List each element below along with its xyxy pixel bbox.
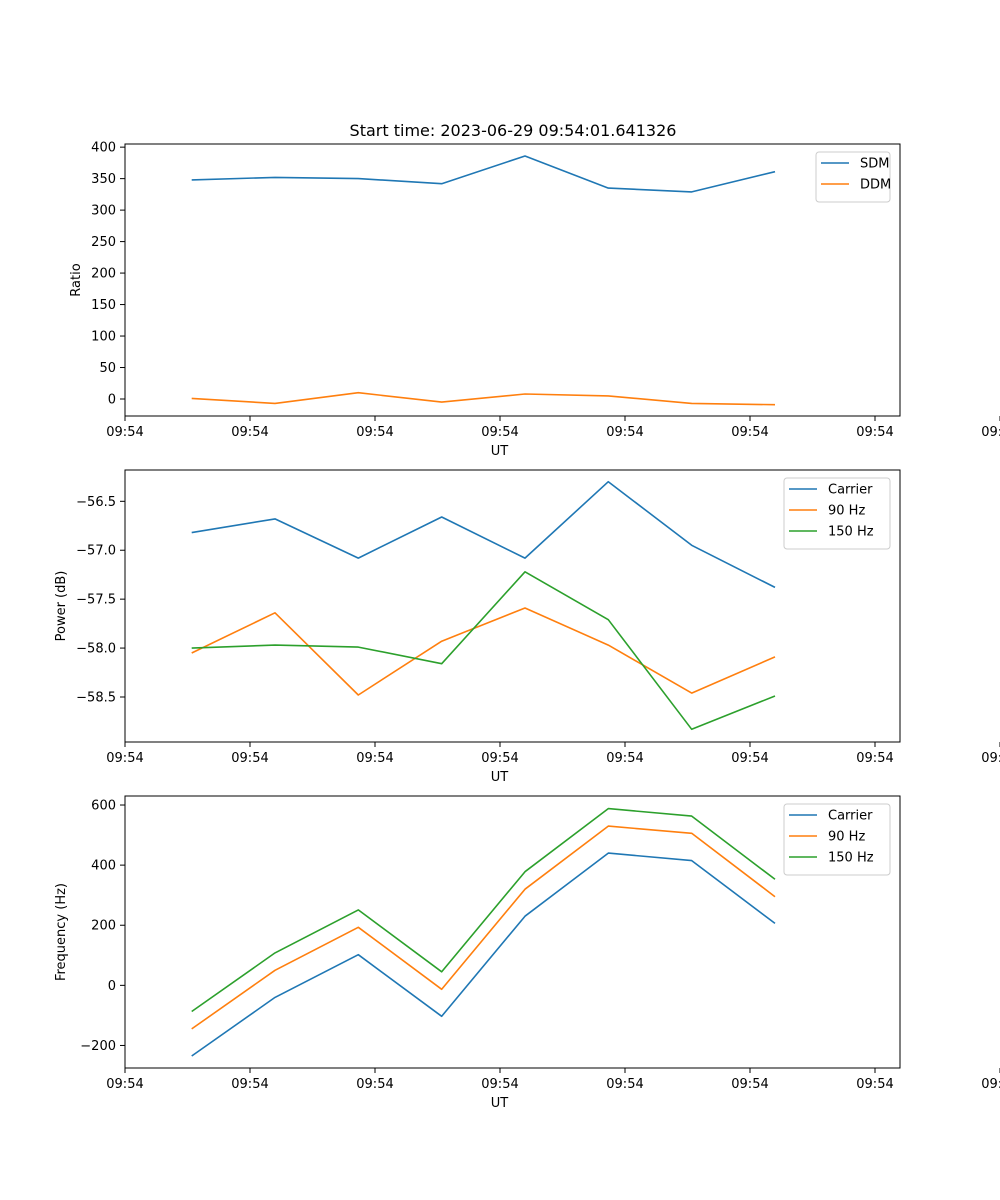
y-tick-label: 400 xyxy=(91,141,116,156)
y-tick-label: 150 xyxy=(91,298,116,313)
y-tick-label: 0 xyxy=(108,979,116,994)
y-tick-label: −58.5 xyxy=(76,690,116,705)
y-tick-label: 200 xyxy=(91,267,116,282)
x-tick-label: 09:54 xyxy=(106,425,143,440)
x-tick-label: 09:54 xyxy=(856,425,893,440)
x-tick-label: 09:54 xyxy=(481,425,518,440)
x-tick-label: 09:55 xyxy=(981,425,1000,440)
legend-label: 90 Hz xyxy=(828,830,865,845)
series-line-150-hz xyxy=(191,807,776,1013)
x-tick-label: 09:54 xyxy=(231,425,268,440)
figure-title: Start time: 2023-06-29 09:54:01.641326 xyxy=(350,121,677,140)
legend-label: 90 Hz xyxy=(828,504,865,519)
x-tick-label: 09:54 xyxy=(231,751,268,766)
series-line-sdm xyxy=(191,155,776,193)
x-tick-label: 09:54 xyxy=(606,425,643,440)
y-tick-label: −57.0 xyxy=(76,544,116,559)
y-tick-label: −56.5 xyxy=(76,495,116,510)
legend-label: Carrier xyxy=(828,483,873,498)
y-tick-label: 350 xyxy=(91,172,116,187)
y-tick-label: 400 xyxy=(91,859,116,874)
y-axis-label: Ratio xyxy=(69,263,84,296)
series-line-carrier xyxy=(191,852,776,1057)
y-tick-label: 200 xyxy=(91,919,116,934)
y-tick-label: 0 xyxy=(108,393,116,408)
x-axis-label: UT xyxy=(491,770,509,785)
y-tick-label: 250 xyxy=(91,235,116,250)
x-tick-label: 09:54 xyxy=(606,751,643,766)
x-tick-label: 09:55 xyxy=(981,751,1000,766)
x-tick-label: 09:54 xyxy=(481,1077,518,1092)
y-tick-label: 100 xyxy=(91,330,116,345)
plot-frame xyxy=(124,795,901,1069)
x-tick-label: 09:54 xyxy=(481,751,518,766)
y-tick-label: 600 xyxy=(91,799,116,814)
x-tick-label: 09:54 xyxy=(856,751,893,766)
y-tick-label: −200 xyxy=(80,1039,116,1054)
x-tick-label: 09:54 xyxy=(606,1077,643,1092)
x-tick-label: 09:54 xyxy=(356,751,393,766)
plot-frame xyxy=(124,143,901,417)
y-axis-label: Frequency (Hz) xyxy=(54,883,69,981)
legend-label: DDM xyxy=(860,178,891,193)
series-line-carrier xyxy=(191,480,776,589)
legend-label: 150 Hz xyxy=(828,851,874,866)
legend-box xyxy=(815,151,891,203)
x-tick-label: 09:54 xyxy=(231,1077,268,1092)
x-axis-label: UT xyxy=(491,444,509,459)
series-line-90-hz xyxy=(191,607,776,696)
x-axis-label: UT xyxy=(491,1096,509,1111)
y-tick-label: 300 xyxy=(91,204,116,219)
panel-3: 09:54 09:54 09:54 09:54 09:54 09:54 09:54 09:55… xyxy=(54,795,1000,1111)
series-line-150-hz xyxy=(191,570,776,731)
panel-1: 09:54 09:54 09:54 09:54 09:54 09:54 09:54 09:55… xyxy=(69,141,1000,459)
legend: SDM DDM xyxy=(815,151,891,203)
series-line-90-hz xyxy=(191,825,776,1030)
x-tick-label: 09:54 xyxy=(731,1077,768,1092)
plot-frame xyxy=(124,469,901,743)
y-tick-label: −57.5 xyxy=(76,593,116,608)
x-tick-label: 09:54 xyxy=(356,1077,393,1092)
x-tick-label: 09:54 xyxy=(856,1077,893,1092)
x-tick-label: 09:54 xyxy=(356,425,393,440)
y-axis-label: Power (dB) xyxy=(54,571,69,642)
panels: 09:54 09:54 09:54 09:54 09:54 09:54 09:54 09:55… xyxy=(54,141,1000,1111)
x-tick-label: 09:55 xyxy=(981,1077,1000,1092)
legend: Carrier 90 Hz 150 Hz xyxy=(783,803,891,876)
legend-label: SDM xyxy=(860,157,889,172)
panel-2: 09:54 09:54 09:54 09:54 09:54 09:54 09:54 09:55… xyxy=(54,469,1000,785)
series-line-ddm xyxy=(191,391,776,406)
x-tick-label: 09:54 xyxy=(731,751,768,766)
x-tick-label: 09:54 xyxy=(106,751,143,766)
legend-label: Carrier xyxy=(828,809,873,824)
legend-label: 150 Hz xyxy=(828,525,874,540)
x-tick-label: 09:54 xyxy=(106,1077,143,1092)
legend: Carrier 90 Hz 150 Hz xyxy=(783,477,891,550)
y-tick-label: 50 xyxy=(99,361,116,376)
x-tick-label: 09:54 xyxy=(731,425,768,440)
y-tick-label: −58.0 xyxy=(76,642,116,657)
